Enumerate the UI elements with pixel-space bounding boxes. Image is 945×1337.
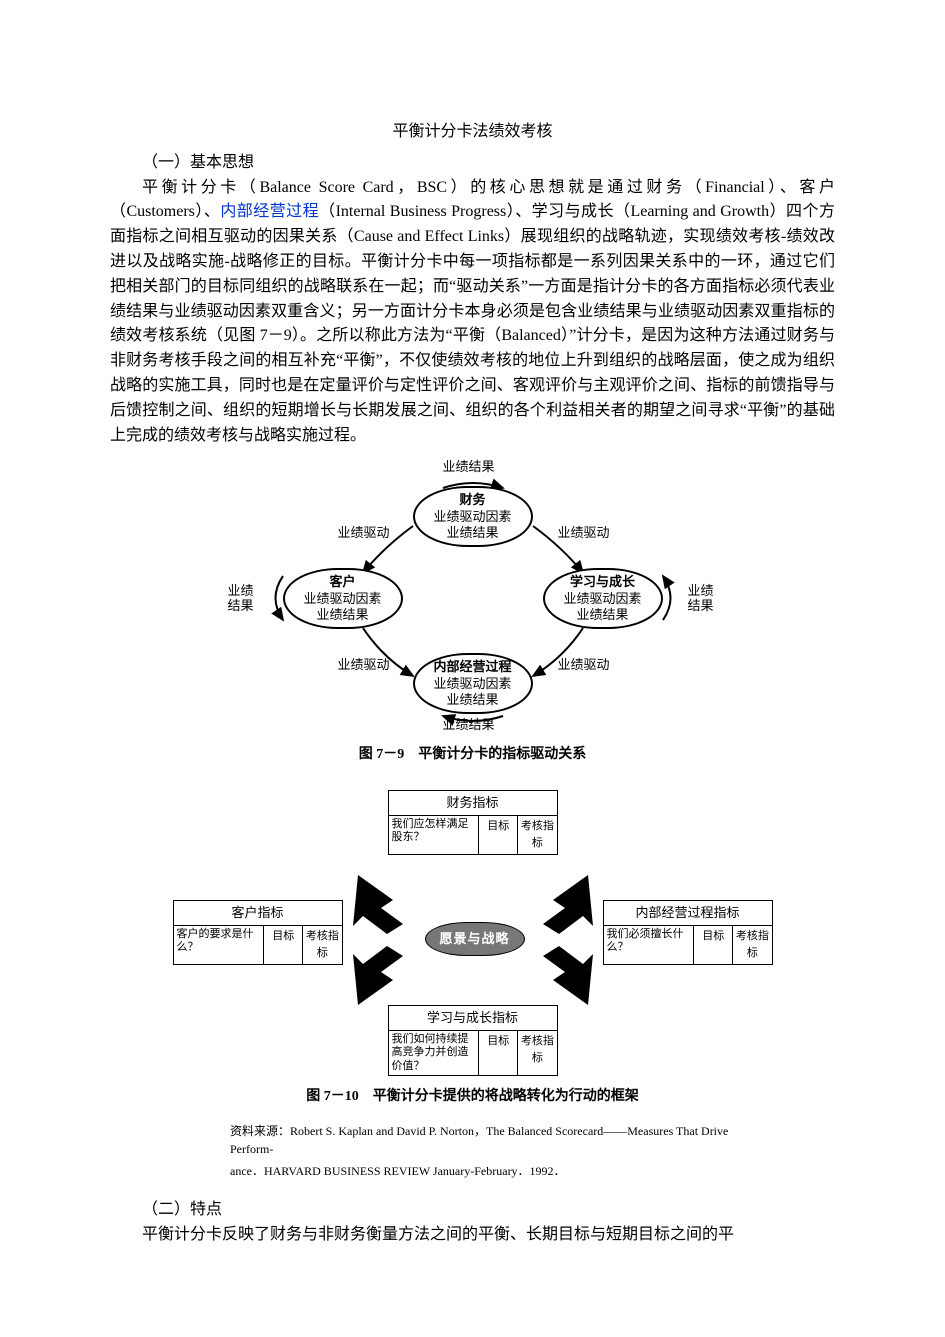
section-2-heading: （二）特点 [110,1198,835,1223]
section-1-heading: （一）基本思想 [110,151,835,176]
document-page: 平衡计分卡法绩效考核 （一）基本思想 平衡计分卡（Balance Score C… [0,0,945,1337]
fig79-label-right: 业绩 结果 [688,584,714,613]
figure-7-9: 业绩结果 业绩结果 业绩 结果 业绩 结果 业绩驱动 业绩驱动 业绩驱动 业绩驱… [213,458,733,766]
fig710-card-financial: 财务指标 我们应怎样满足股东？ 目标 考核指标 [388,790,558,855]
fig710-card-internal: 内部经营过程指标 我们必须擅长什么？ 目标 考核指标 [603,900,773,965]
fig79-node-financial: 财务 业绩驱动因素 业绩结果 [413,486,533,547]
fig79-node-internal: 内部经营过程 业绩驱动因素 业绩结果 [413,653,533,714]
fig79-label-left: 业绩 结果 [228,584,254,613]
fig79-edge-br: 业绩驱动 [558,658,610,672]
figure-7-10-source: 资料来源：Robert S. Kaplan and David P. Norto… [230,1122,755,1158]
figure-7-9-canvas: 业绩结果 业绩结果 业绩 结果 业绩 结果 业绩驱动 业绩驱动 业绩驱动 业绩驱… [213,458,733,738]
fig79-label-top: 业绩结果 [443,460,495,474]
figure-7-9-caption: 图 7－9 平衡计分卡的指标驱动关系 [213,744,733,766]
figure-7-10-caption: 图 7－10 平衡计分卡提供的将战略转化为行动的框架 [110,1086,835,1108]
fig79-edge-tr: 业绩驱动 [558,526,610,540]
fig710-card-customer: 客户指标 客户的要求是什么？ 目标 考核指标 [173,900,343,965]
figure-7-10: 愿景与战略 财务指标 我们应怎样满足股东？ 目标 考核指标 客户指标 客户的要求… [163,780,783,1080]
fig79-label-bottom: 业绩结果 [443,718,495,732]
fig79-node-learning: 学习与成长 业绩驱动因素 业绩结果 [543,568,663,629]
fig79-edge-tl: 业绩驱动 [338,526,390,540]
fig710-center-vision-strategy: 愿景与战略 [425,922,525,956]
fig79-node-customer: 客户 业绩驱动因素 业绩结果 [283,568,403,629]
fig710-card-learning: 学习与成长指标 我们如何持续提高竞争力并创造价值？ 目标 考核指标 [388,1005,558,1076]
para1-text-b: （Internal Business Progress）、学习与成长（Learn… [110,203,835,443]
page-title: 平衡计分卡法绩效考核 [110,120,835,145]
paragraph-2: 平衡计分卡反映了财务与非财务衡量方法之间的平衡、长期目标与短期目标之间的平 [110,1223,835,1248]
internal-business-process-link[interactable]: 内部经营过程 [220,203,319,220]
figure-7-10-source-line2: ance．HARVARD BUSINESS REVIEW January-Feb… [230,1162,755,1180]
paragraph-1: 平衡计分卡（Balance Score Card，BSC）的核心思想就是通过财务… [110,176,835,449]
fig79-edge-bl: 业绩驱动 [338,658,390,672]
